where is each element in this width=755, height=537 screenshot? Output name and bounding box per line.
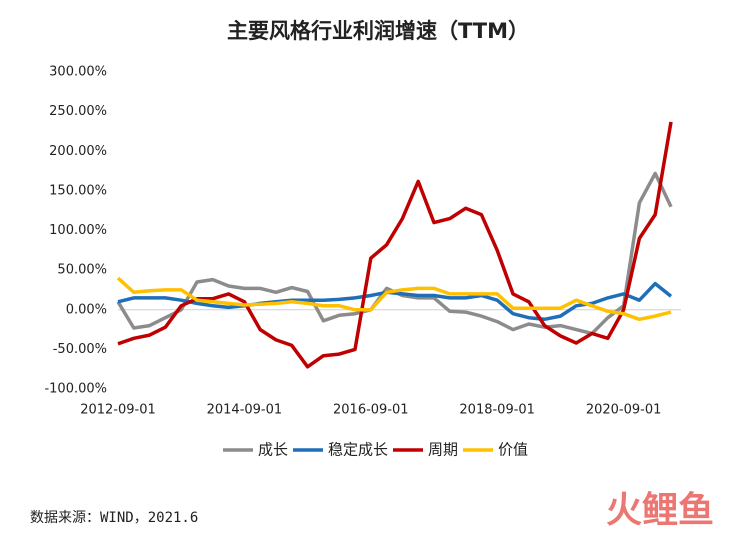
series-line xyxy=(117,281,673,322)
y-tick-label: -100.00% xyxy=(44,382,107,397)
series-line xyxy=(117,121,673,369)
y-tick-label: 50.00% xyxy=(57,263,107,278)
legend-label: 价值 xyxy=(498,441,528,459)
watermark: 火鲤鱼 xyxy=(606,490,714,531)
y-tick-label: 0.00% xyxy=(66,302,107,317)
series-line xyxy=(116,276,672,322)
y-tick-label: 150.00% xyxy=(49,183,107,198)
y-tick-label: 200.00% xyxy=(49,144,107,159)
x-tick-label: 2012-09-01 xyxy=(80,403,156,418)
legend-label: 周期 xyxy=(428,441,458,459)
legend-label: 稳定成长 xyxy=(328,441,388,459)
y-tick-label: 300.00% xyxy=(49,65,107,80)
chart-title: 主要风格行业利润增速（TTM） xyxy=(227,19,529,43)
y-tick-label: -50.00% xyxy=(53,342,107,357)
y-tick-label: 250.00% xyxy=(49,104,107,119)
y-tick-label: 100.00% xyxy=(49,223,107,238)
x-tick-label: 2020-09-01 xyxy=(586,403,662,418)
x-tick-label: 2018-09-01 xyxy=(459,403,535,418)
x-tick-label: 2016-09-01 xyxy=(333,403,409,418)
legend-label: 成长 xyxy=(258,441,288,459)
source-note: 数据来源：WIND，2021.6 xyxy=(30,510,198,526)
x-tick-label: 2014-09-01 xyxy=(207,403,283,418)
